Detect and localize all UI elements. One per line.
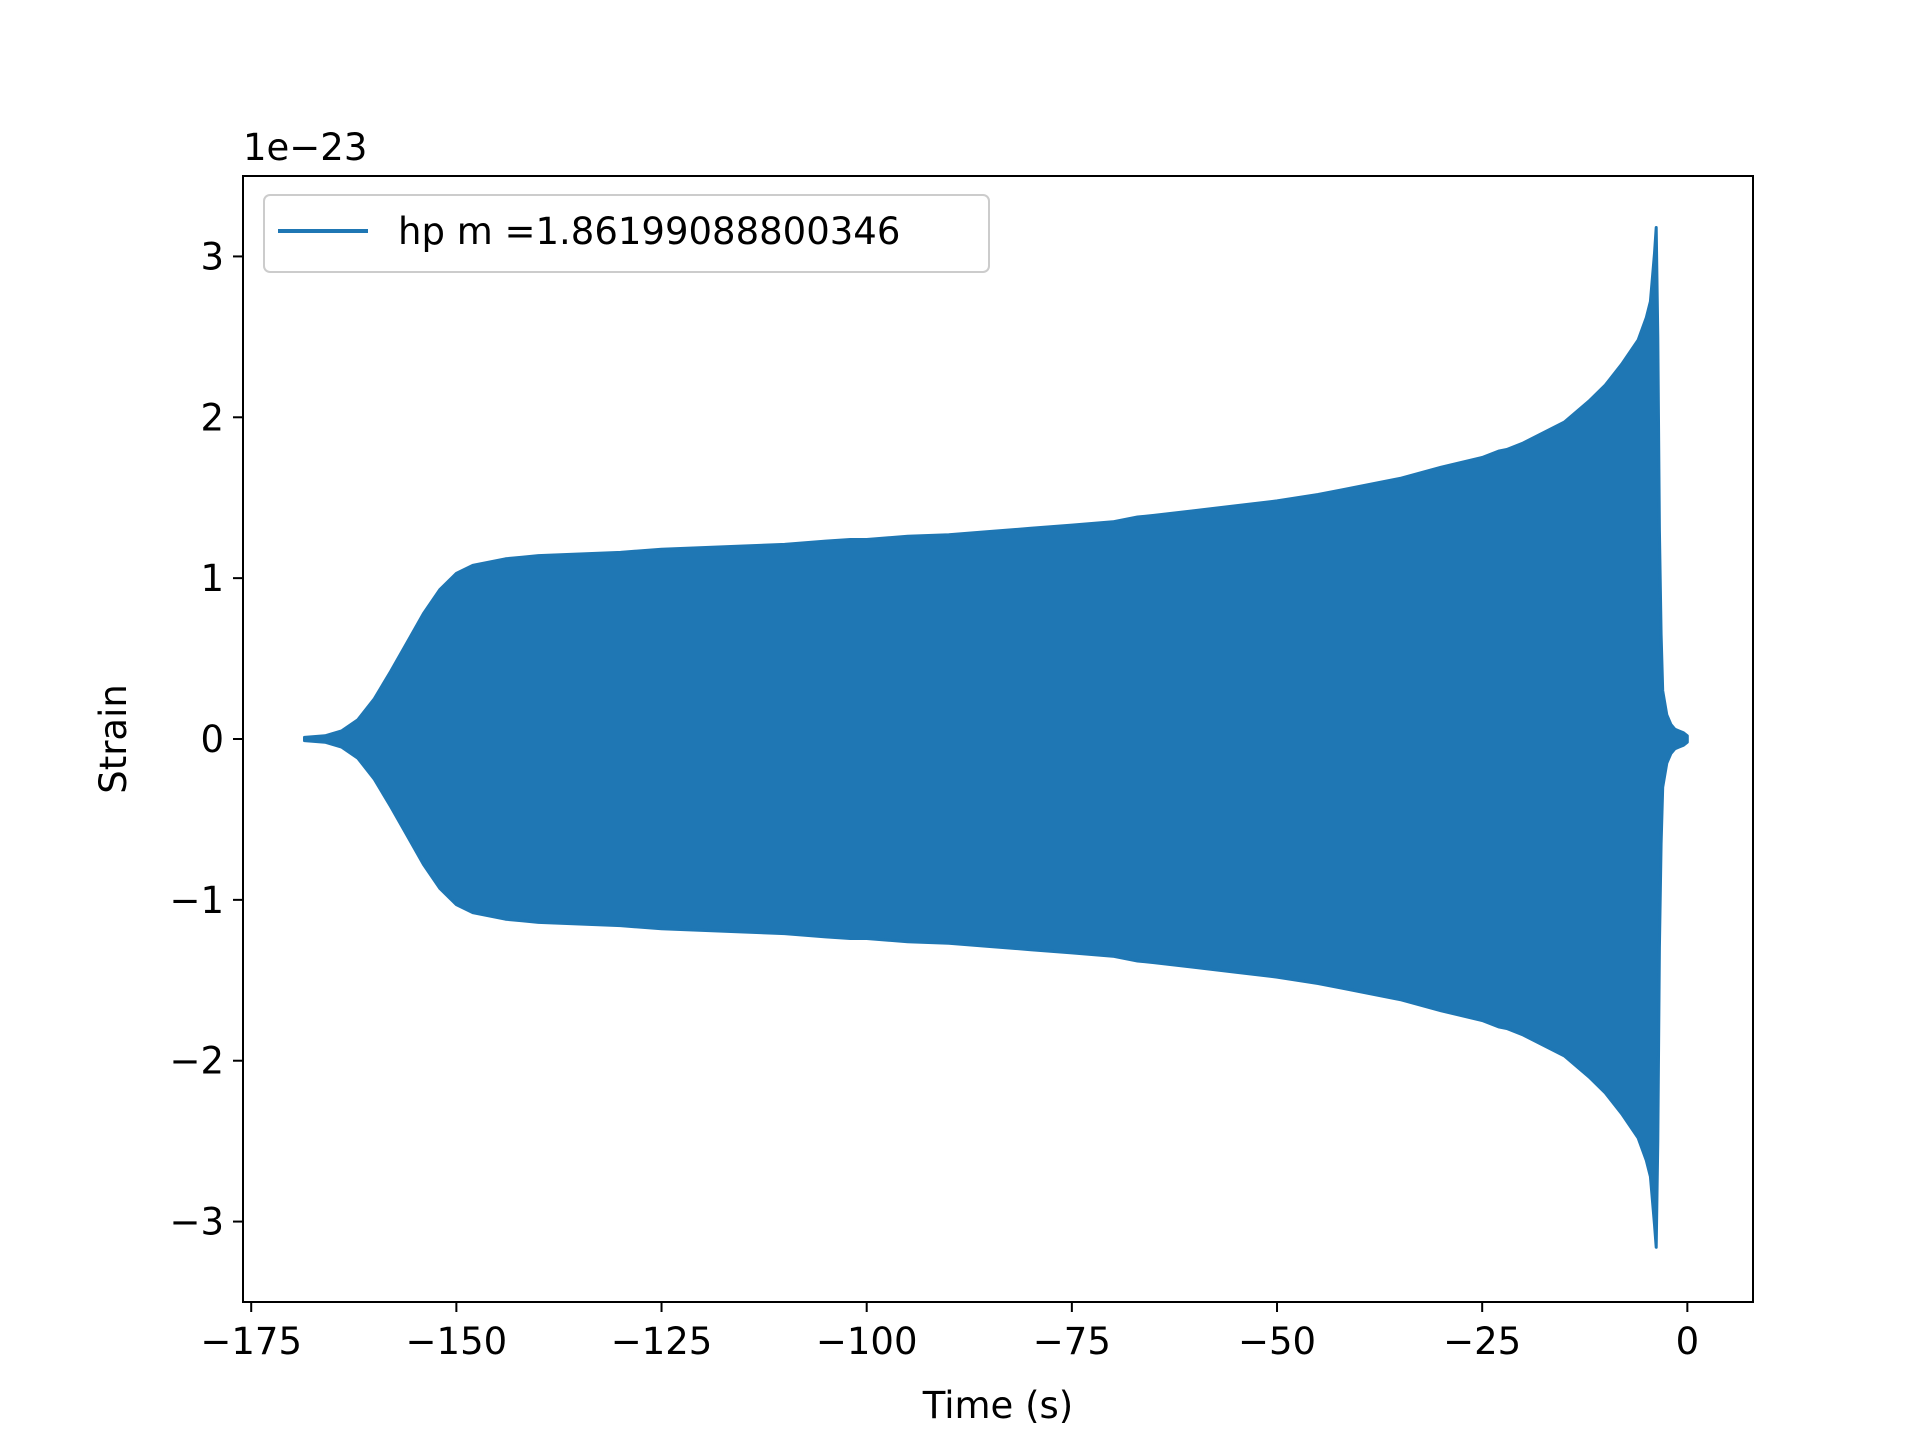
y-tick-label: −3 [169, 1201, 224, 1244]
y-tick-label: 0 [200, 718, 224, 761]
y-tick-label: −2 [169, 1040, 224, 1083]
x-tick-label: −25 [1443, 1320, 1521, 1363]
y-axis-label: Strain [92, 684, 135, 794]
legend-entry-label: hp m =1.86199088800346 [398, 210, 900, 253]
legend: hp m =1.86199088800346 [263, 194, 990, 273]
x-tick-label: −75 [1033, 1320, 1111, 1363]
legend-box [263, 194, 990, 273]
plot-area [303, 226, 1689, 1249]
y-tick-label: 1 [200, 557, 224, 600]
x-tick-label: −175 [200, 1320, 302, 1363]
x-tick-label: −100 [816, 1320, 918, 1363]
x-tick-label: 0 [1676, 1320, 1700, 1363]
x-tick-label: −150 [406, 1320, 508, 1363]
x-axis-label: Time (s) [922, 1384, 1073, 1427]
x-axis-ticks: −175 −150 −125 −100 −75 −50 −25 0 [200, 1302, 1699, 1363]
y-axis-ticks: −3 −2 −1 0 1 2 3 [169, 235, 243, 1244]
x-tick-label: −125 [611, 1320, 713, 1363]
y-axis-offset-label: 1e−23 [243, 126, 367, 169]
x-tick-label: −50 [1238, 1320, 1316, 1363]
y-tick-label: 3 [200, 235, 224, 278]
series-hp-waveform [303, 226, 1689, 1249]
y-tick-label: 2 [200, 396, 224, 439]
y-tick-label: −1 [169, 879, 224, 922]
